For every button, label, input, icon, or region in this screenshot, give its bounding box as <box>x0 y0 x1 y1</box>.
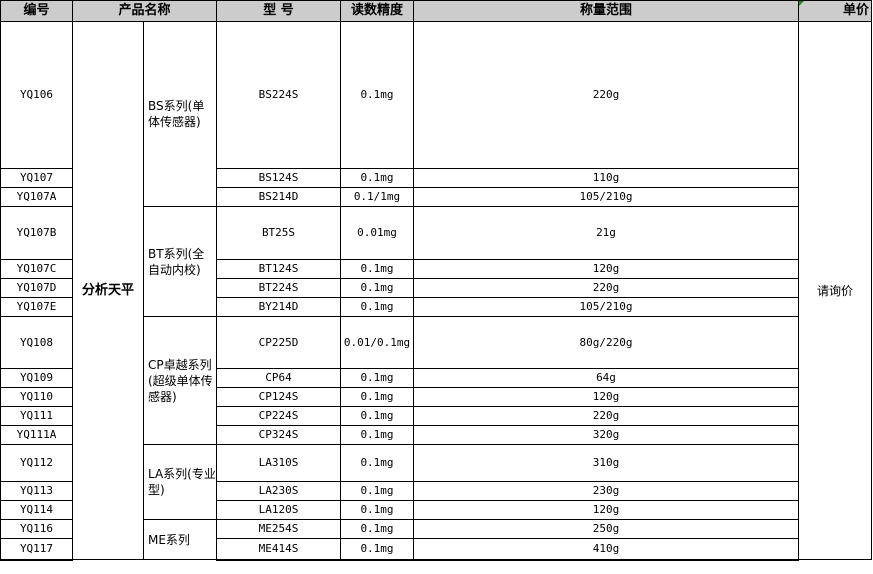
code-cell: YQ108 <box>0 316 73 369</box>
range-cell: 64g <box>413 368 799 388</box>
model-cell: ME254S <box>216 519 341 539</box>
category-cell: 分析天平 <box>72 21 144 560</box>
precision-cell: 0.1/1mg <box>340 187 414 207</box>
range-cell: 120g <box>413 387 799 407</box>
range-cell: 410g <box>413 538 799 561</box>
range-cell: 105/210g <box>413 297 799 317</box>
series-cell: LA系列(专业型) <box>143 444 217 520</box>
precision-cell: 0.1mg <box>340 297 414 317</box>
precision-cell: 0.1mg <box>340 168 414 188</box>
range-cell: 120g <box>413 500 799 520</box>
table-row: YQ106 分析天平 BS系列(单体传感器) BS224S 0.1mg 220g 请询价 <box>0 21 872 560</box>
header-model: 型 号 <box>216 0 341 22</box>
table-row: YQ117 ME414S 0.1mg 410g <box>0 538 872 561</box>
series-cell: BS系列(单体传感器) <box>143 21 217 207</box>
precision-cell: 0.1mg <box>340 519 414 539</box>
code-cell: YQ116 <box>0 519 73 539</box>
precision-cell: 0.01/0.1mg <box>340 316 414 369</box>
range-cell: 120g <box>413 259 799 279</box>
code-cell: YQ109 <box>0 368 73 388</box>
series-cell: BT系列(全自动内校) <box>143 206 217 317</box>
header-precision: 读数精度 <box>340 0 414 22</box>
model-cell: CP224S <box>216 406 341 426</box>
precision-cell: 0.1mg <box>340 368 414 388</box>
table-row: YQ107D BT224S 0.1mg 220g <box>0 278 872 298</box>
table-row: YQ111 CP224S 0.1mg 220g <box>0 406 872 426</box>
code-cell: YQ111A <box>0 425 73 445</box>
range-cell: 105/210g <box>413 187 799 207</box>
range-cell: 250g <box>413 519 799 539</box>
table-row: YQ112 LA系列(专业型) LA310S 0.1mg 310g <box>0 444 872 520</box>
model-cell: ME414S <box>216 538 341 561</box>
code-cell: YQ107C <box>0 259 73 279</box>
range-cell: 230g <box>413 481 799 501</box>
model-cell: LA230S <box>216 481 341 501</box>
model-cell: CP324S <box>216 425 341 445</box>
range-cell: 310g <box>413 444 799 482</box>
precision-cell: 0.1mg <box>340 500 414 520</box>
model-cell: CP124S <box>216 387 341 407</box>
series-cell: CP卓越系列(超级单体传感器) <box>143 316 217 445</box>
range-cell: 21g <box>413 206 799 260</box>
header-product-name: 产品名称 <box>72 0 217 22</box>
table-row: YQ109 CP64 0.1mg 64g <box>0 368 872 388</box>
table-row: YQ113 LA230S 0.1mg 230g <box>0 481 872 501</box>
model-cell: CP225D <box>216 316 341 369</box>
model-cell: BS124S <box>216 168 341 188</box>
precision-cell: 0.1mg <box>340 278 414 298</box>
precision-cell: 0.1mg <box>340 425 414 445</box>
code-cell: YQ117 <box>0 538 73 561</box>
model-cell: BT224S <box>216 278 341 298</box>
range-cell: 80g/220g <box>413 316 799 369</box>
precision-cell: 0.01mg <box>340 206 414 260</box>
price-table: 编号 产品名称 型 号 读数精度 称量范围 单价 YQ106 分析天平 BS系列(单… <box>0 0 872 561</box>
header-row: 编号 产品名称 型 号 读数精度 称量范围 单价 <box>0 0 872 22</box>
code-cell: YQ113 <box>0 481 73 501</box>
model-cell: BT25S <box>216 206 341 260</box>
model-cell: CP64 <box>216 368 341 388</box>
range-cell: 220g <box>413 278 799 298</box>
precision-cell: 0.1mg <box>340 481 414 501</box>
code-cell: YQ107E <box>0 297 73 317</box>
range-cell: 220g <box>413 406 799 426</box>
table-row: YQ108 CP卓越系列(超级单体传感器) CP225D 0.01/0.1mg 80g/… <box>0 316 872 445</box>
price-cell: 请询价 <box>798 21 872 560</box>
table-body: YQ106 分析天平 BS系列(单体传感器) BS224S 0.1mg 220g 请询价 YQ… <box>0 21 872 561</box>
precision-cell: 0.1mg <box>340 444 414 482</box>
table-row: YQ107E BY214D 0.1mg 105/210g <box>0 297 872 317</box>
precision-cell: 0.1mg <box>340 259 414 279</box>
precision-cell: 0.1mg <box>340 538 414 561</box>
code-cell: YQ107A <box>0 187 73 207</box>
header-price: 单价 <box>798 0 872 22</box>
model-cell: LA120S <box>216 500 341 520</box>
model-cell: LA310S <box>216 444 341 482</box>
model-cell: BS224S <box>216 21 341 169</box>
range-cell: 320g <box>413 425 799 445</box>
model-cell: BT124S <box>216 259 341 279</box>
table-row: YQ107 BS124S 0.1mg 110g <box>0 168 872 188</box>
code-cell: YQ110 <box>0 387 73 407</box>
series-cell: ME系列 <box>143 519 217 560</box>
table-row: YQ107B BT系列(全自动内校) BT25S 0.01mg 21g <box>0 206 872 317</box>
header-code: 编号 <box>0 0 73 22</box>
code-cell: YQ107 <box>0 168 73 188</box>
code-cell: YQ107D <box>0 278 73 298</box>
precision-cell: 0.1mg <box>340 406 414 426</box>
header-range: 称量范围 <box>413 0 799 22</box>
code-cell: YQ114 <box>0 500 73 520</box>
range-cell: 110g <box>413 168 799 188</box>
precision-cell: 0.1mg <box>340 21 414 169</box>
code-cell: YQ106 <box>0 21 73 169</box>
model-cell: BS214D <box>216 187 341 207</box>
code-cell: YQ112 <box>0 444 73 482</box>
code-cell: YQ107B <box>0 206 73 260</box>
model-cell: BY214D <box>216 297 341 317</box>
range-cell: 220g <box>413 21 799 169</box>
precision-cell: 0.1mg <box>340 387 414 407</box>
code-cell: YQ111 <box>0 406 73 426</box>
